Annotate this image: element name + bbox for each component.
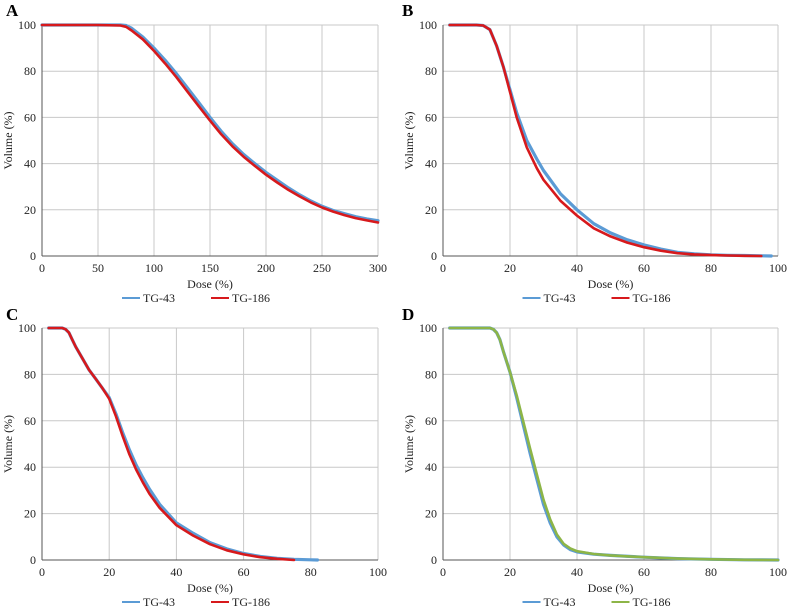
y-tick-label: 80 — [24, 64, 36, 78]
series-line-tg-186 — [40, 23, 380, 224]
series-line-tg-186 — [448, 23, 763, 258]
legend-label-tg-43: TG-43 — [544, 291, 576, 305]
x-tick-label: 300 — [369, 261, 387, 275]
y-tick-label: 0 — [431, 249, 437, 263]
y-tick-label: 20 — [425, 507, 437, 521]
x-axis-label: Dose (%) — [187, 277, 233, 291]
y-tick-label: 100 — [419, 18, 437, 32]
x-tick-label: 100 — [145, 261, 163, 275]
y-tick-label: 100 — [419, 321, 437, 335]
x-tick-label: 40 — [170, 565, 182, 579]
legend-label-tg-43: TG-43 — [143, 595, 175, 609]
legend-label-tg-186: TG-186 — [232, 291, 270, 305]
y-tick-label: 80 — [24, 367, 36, 381]
y-tick-label: 0 — [30, 553, 36, 567]
y-tick-label: 60 — [425, 414, 437, 428]
panel-letter: C — [6, 305, 18, 324]
series-line-tg-186 — [448, 326, 780, 562]
y-tick-label: 40 — [24, 460, 36, 474]
y-tick-label: 60 — [24, 414, 36, 428]
x-tick-label: 40 — [571, 261, 583, 275]
legend-label-tg-186: TG-186 — [633, 291, 671, 305]
x-tick-label: 20 — [103, 565, 115, 579]
x-axis-label: Dose (%) — [588, 581, 634, 595]
x-tick-label: 150 — [201, 261, 219, 275]
y-axis-label: Volume (%) — [402, 415, 416, 473]
y-tick-label: 40 — [24, 157, 36, 171]
panel-b: 0 20 40 60 80 100 0 20 40 60 80 100 B Dose (%) Volume … — [402, 1, 787, 305]
y-tick-label: 40 — [425, 157, 437, 171]
x-tick-label: 100 — [369, 565, 387, 579]
panel-letter: D — [402, 305, 414, 324]
y-tick-label: 0 — [30, 249, 36, 263]
x-tick-label: 80 — [305, 565, 317, 579]
x-tick-label: 0 — [440, 261, 446, 275]
x-tick-label: 0 — [39, 565, 45, 579]
x-tick-label: 250 — [313, 261, 331, 275]
x-tick-label: 50 — [92, 261, 104, 275]
x-tick-label: 60 — [638, 565, 650, 579]
y-tick-label: 60 — [24, 110, 36, 124]
y-axis-label: Volume (%) — [402, 111, 416, 169]
series-line-tg-43 — [448, 23, 773, 258]
panel-letter: B — [402, 1, 413, 20]
series-line-tg-43 — [47, 326, 320, 562]
y-axis-label: Volume (%) — [1, 111, 15, 169]
x-tick-label: 0 — [39, 261, 45, 275]
x-tick-label: 60 — [638, 261, 650, 275]
x-tick-label: 80 — [705, 565, 717, 579]
x-tick-label: 100 — [769, 565, 787, 579]
y-tick-label: 40 — [425, 460, 437, 474]
y-tick-label: 20 — [24, 507, 36, 521]
y-tick-label: 100 — [18, 321, 36, 335]
legend-label-tg-186: TG-186 — [232, 595, 270, 609]
y-tick-label: 20 — [425, 203, 437, 217]
x-axis-label: Dose (%) — [187, 581, 233, 595]
legend-label-tg-43: TG-43 — [143, 291, 175, 305]
x-tick-label: 0 — [440, 565, 446, 579]
series-line-tg-43 — [448, 326, 780, 562]
x-tick-label: 20 — [504, 261, 516, 275]
legend-label-tg-186: TG-186 — [633, 595, 671, 609]
series-line-tg-186 — [47, 326, 296, 562]
y-tick-label: 80 — [425, 64, 437, 78]
panel-d: 0 20 40 60 80 100 0 20 40 60 80 100 D Dose (%) Volume … — [402, 305, 787, 609]
y-tick-label: 0 — [431, 553, 437, 567]
x-axis-label: Dose (%) — [588, 277, 634, 291]
y-tick-label: 80 — [425, 367, 437, 381]
legend-label-tg-43: TG-43 — [544, 595, 576, 609]
x-tick-label: 40 — [571, 565, 583, 579]
x-tick-label: 100 — [769, 261, 787, 275]
y-tick-label: 60 — [425, 110, 437, 124]
x-tick-label: 20 — [504, 565, 516, 579]
panel-letter: A — [6, 1, 19, 20]
y-axis-label: Volume (%) — [1, 415, 15, 473]
x-tick-label: 200 — [257, 261, 275, 275]
y-tick-label: 100 — [18, 18, 36, 32]
x-tick-label: 80 — [705, 261, 717, 275]
y-tick-label: 20 — [24, 203, 36, 217]
x-tick-label: 60 — [238, 565, 250, 579]
